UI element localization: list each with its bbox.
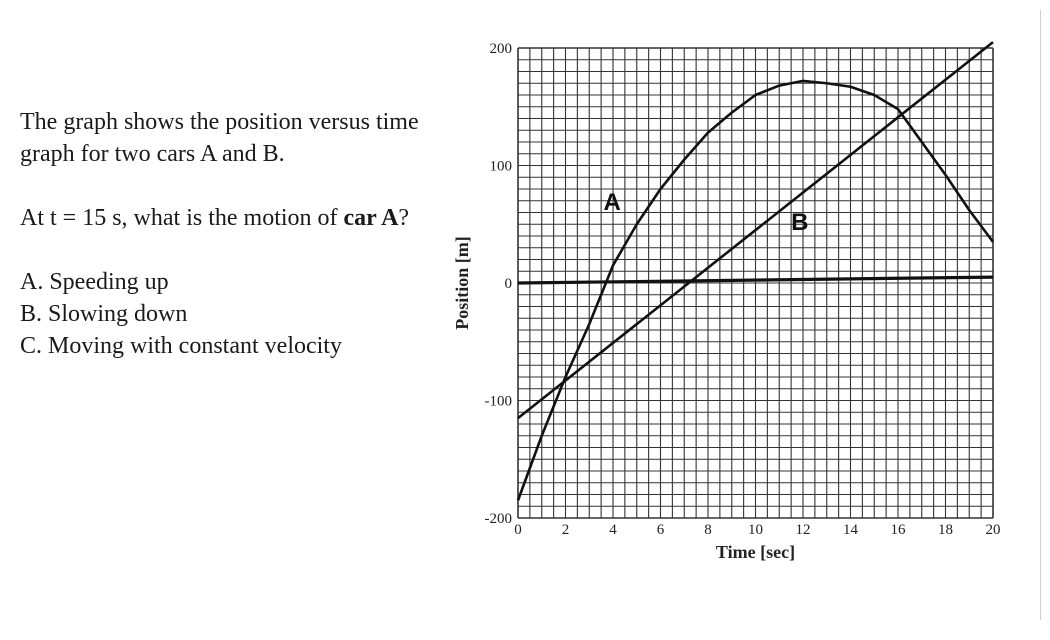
- ask-prefix: At t = 15 s, what is the motion of: [20, 205, 344, 231]
- option-b[interactable]: B. Slowing down: [20, 301, 188, 327]
- y-tick-label: -200: [485, 511, 513, 527]
- series-line-b: [517, 41, 994, 420]
- x-tick-label: 10: [748, 522, 763, 538]
- answer-options: A. Speeding up B. Slowing down C. Moving…: [20, 266, 420, 362]
- series-line-reference: [517, 275, 994, 285]
- x-tick-label: 12: [796, 522, 811, 538]
- x-tick-label: 18: [938, 522, 953, 538]
- y-tick-label: 0: [505, 276, 513, 292]
- x-tick-label: 14: [843, 522, 859, 538]
- y-tick-label: -100: [485, 394, 513, 410]
- ask-bold: car A: [343, 205, 399, 231]
- series-label-a: A: [604, 189, 621, 216]
- chart-series: AB: [516, 41, 995, 501]
- x-tick-label: 16: [891, 522, 907, 538]
- y-tick-label: 200: [490, 41, 513, 57]
- ask-suffix: ?: [398, 205, 410, 231]
- option-c[interactable]: C. Moving with constant velocity: [20, 333, 342, 359]
- y-axis-label: Position [m]: [452, 236, 472, 330]
- x-tick-label: 4: [609, 522, 617, 538]
- series-label-b: B: [791, 209, 808, 236]
- question-panel: The graph shows the position versus time…: [20, 106, 420, 362]
- x-tick-label: 6: [657, 522, 665, 538]
- x-tick-label: 20: [986, 522, 1001, 538]
- question-intro: The graph shows the position versus time…: [20, 109, 419, 167]
- x-tick-label: 2: [562, 522, 570, 538]
- x-tick-labels: 0 2 4 6 8 10 12 14 16 18 20: [514, 522, 1000, 538]
- series-line-a: [516, 79, 995, 501]
- question-ask: At t = 15 s, what is the motion of car A…: [20, 202, 420, 234]
- x-tick-label: 8: [704, 522, 712, 538]
- option-a[interactable]: A. Speeding up: [20, 269, 169, 295]
- y-tick-label: 100: [490, 159, 513, 175]
- y-tick-labels: -200 -100 0 100 200: [485, 41, 513, 527]
- page-divider: [1040, 10, 1041, 620]
- chart-grid: [517, 47, 994, 519]
- x-tick-label: 0: [514, 522, 522, 538]
- x-axis-label: Time [sec]: [716, 542, 795, 562]
